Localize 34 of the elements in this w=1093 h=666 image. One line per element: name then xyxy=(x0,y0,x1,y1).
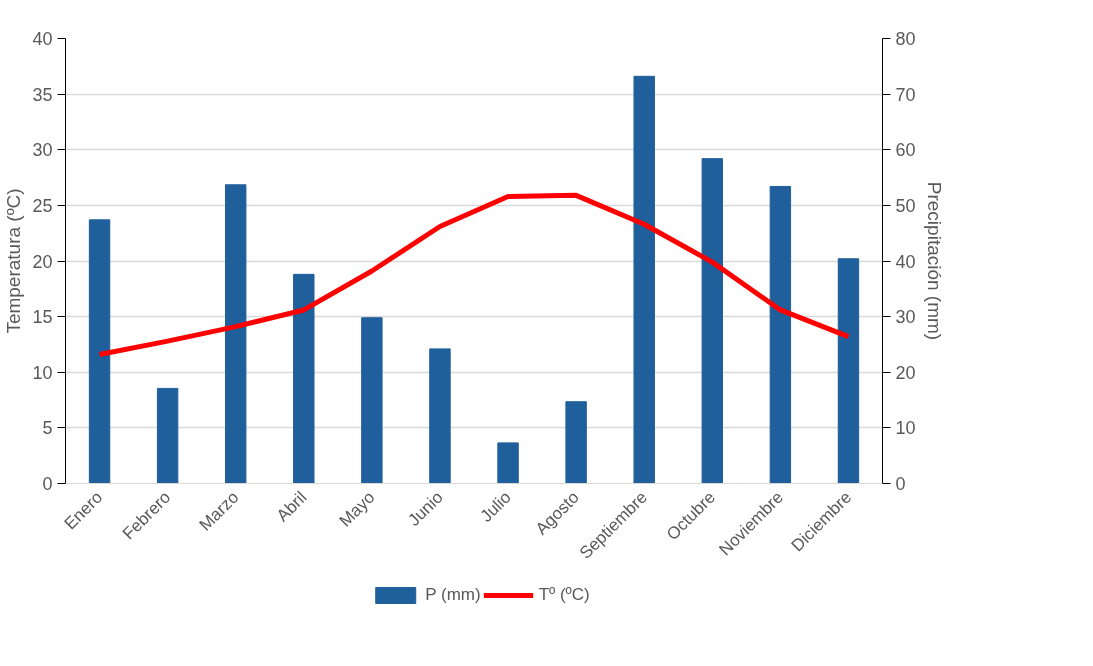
bar xyxy=(769,185,792,484)
y-tick-label: 40 xyxy=(32,29,53,49)
y2-tick-label: 80 xyxy=(895,29,916,49)
bar xyxy=(497,442,519,484)
y2-axis-title: Precipitación (mm) xyxy=(923,181,945,341)
y2-tick-label: 40 xyxy=(895,251,916,272)
bar xyxy=(429,348,451,484)
bar xyxy=(225,184,247,484)
legend-label: P (mm) xyxy=(425,584,481,605)
y-tick-label: 15 xyxy=(32,307,53,328)
y2-tick-label: 10 xyxy=(895,418,916,439)
y2-tick-label: 50 xyxy=(895,195,916,216)
bar xyxy=(701,158,723,484)
bar xyxy=(293,273,315,484)
y-tick-label: 25 xyxy=(32,195,53,216)
y-tick-label: 5 xyxy=(42,418,53,439)
y-tick-label: 35 xyxy=(32,84,53,105)
bar xyxy=(633,75,655,484)
y-tick-label: 30 xyxy=(32,140,53,161)
y2-tick-label: 20 xyxy=(895,362,916,383)
bar xyxy=(837,258,860,484)
bar xyxy=(361,317,383,484)
bar xyxy=(88,219,111,484)
y-tick-label: 10 xyxy=(32,362,53,383)
y-tick-label: 0 xyxy=(42,474,53,494)
bar xyxy=(565,401,587,484)
y-axis-title: Temperatura (ºC) xyxy=(3,188,25,334)
y2-tick-label: 0 xyxy=(895,474,906,494)
bar xyxy=(156,387,179,484)
y-tick-label: 20 xyxy=(32,251,53,272)
y2-tick-label: 30 xyxy=(895,307,916,328)
legend-label: Tº (ºC) xyxy=(538,584,590,605)
y2-tick-label: 60 xyxy=(895,140,916,161)
y2-tick-label: 70 xyxy=(895,84,916,105)
